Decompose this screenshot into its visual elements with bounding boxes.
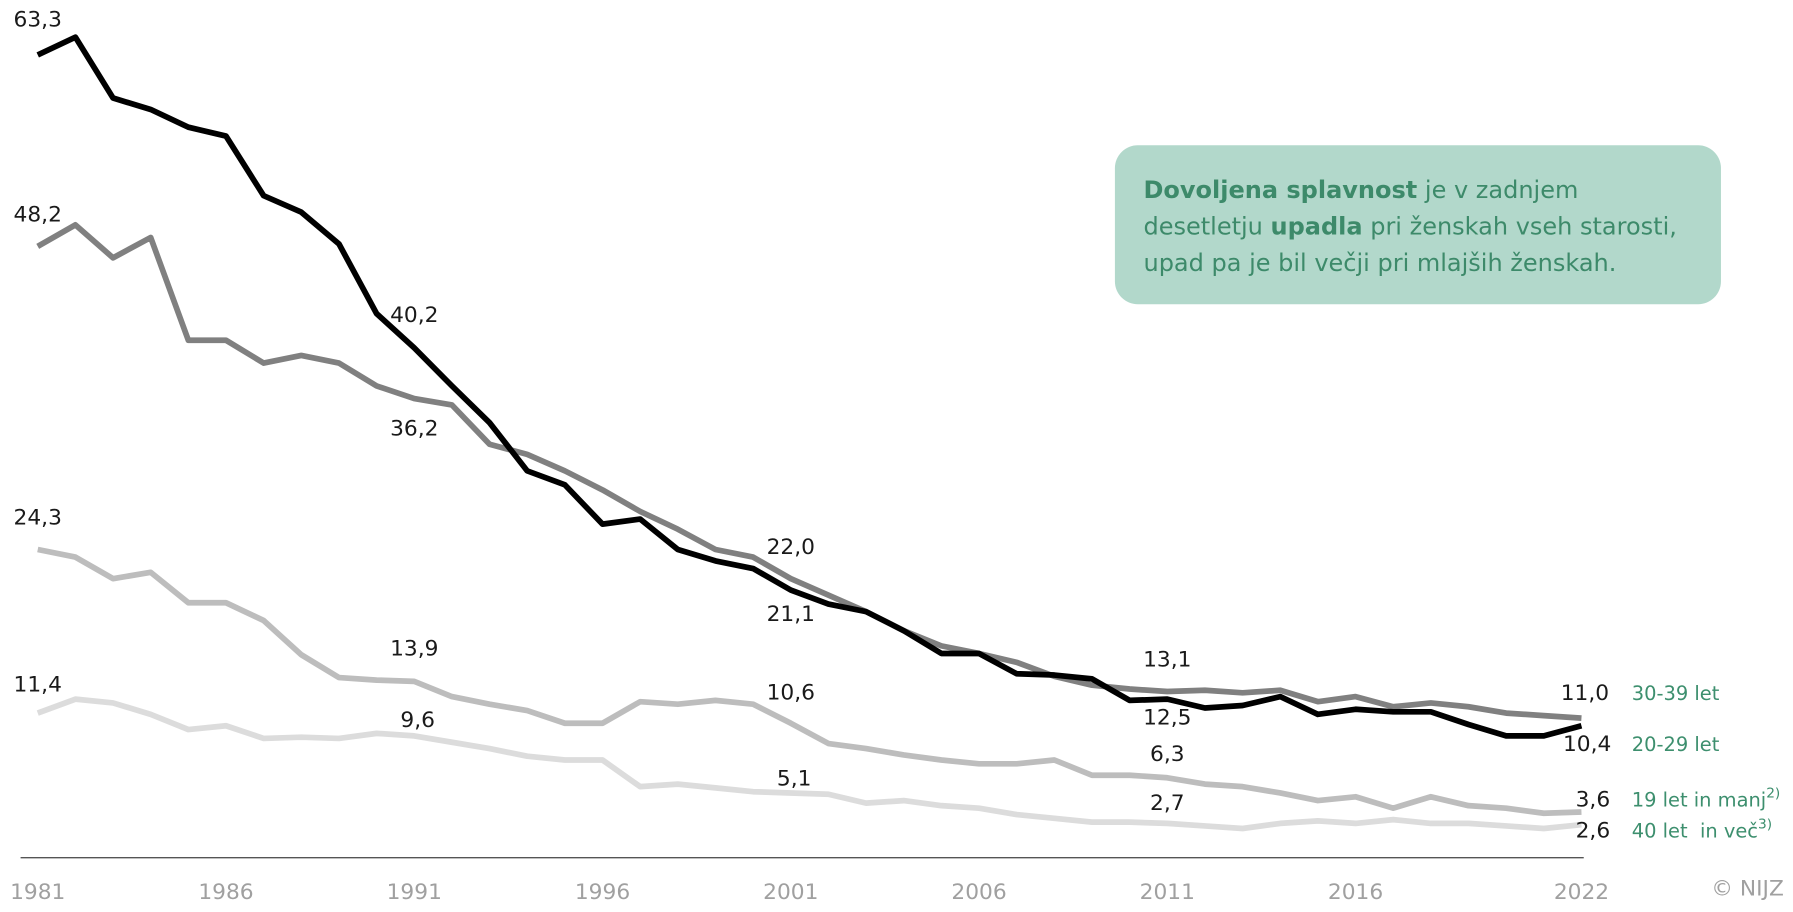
legend-name: 40 let in več — [1632, 819, 1758, 842]
data-label: 63,3 — [14, 8, 62, 33]
data-label: 5,1 — [777, 766, 812, 791]
data-label: 9,6 — [400, 708, 435, 733]
x-tick-label: 2016 — [1328, 880, 1383, 905]
data-label: 40,2 — [390, 303, 438, 328]
x-tick-label: 1991 — [387, 880, 442, 905]
x-tick-label: 2001 — [763, 880, 818, 905]
annotation-text: upad pa je bil večji pri mlajših ženskah… — [1143, 249, 1616, 277]
legend-name: 30-39 let — [1632, 682, 1720, 705]
data-label: 36,2 — [390, 416, 438, 441]
series-line — [36, 34, 1583, 739]
legend-label: 40 let in več3) — [1632, 817, 1772, 842]
series-line — [37, 546, 1582, 817]
data-label: 10,4 — [1563, 732, 1611, 757]
x-tick-label: 2022 — [1554, 880, 1609, 905]
data-label: 2,7 — [1150, 791, 1185, 816]
x-tick-label: 2011 — [1140, 880, 1195, 905]
annotation-line: upad pa je bil večji pri mlajših ženskah… — [1143, 249, 1616, 277]
legend-label: 19 let in manj2) — [1632, 786, 1781, 811]
legend-name: 20-29 let — [1632, 733, 1720, 756]
x-tick-label: 1996 — [575, 880, 630, 905]
data-label: 6,3 — [1150, 742, 1185, 767]
data-label: 13,1 — [1143, 648, 1191, 673]
annotation-line: Dovoljena splavnost je v zadnjem — [1143, 176, 1578, 204]
data-label: 48,2 — [14, 203, 62, 228]
data-label: 11,4 — [14, 673, 62, 698]
legend-label: 30-39 let — [1632, 682, 1720, 705]
data-label: 3,6 — [1576, 788, 1611, 813]
annotation-text: upadla — [1271, 213, 1363, 241]
data-label: 10,6 — [767, 681, 815, 706]
data-label: 21,1 — [767, 602, 815, 627]
x-tick-label: 1981 — [10, 880, 65, 905]
annotation-text: je v zadnjem — [1417, 176, 1578, 204]
data-label: 13,9 — [390, 636, 438, 661]
annotation-text: Dovoljena splavnost — [1143, 176, 1417, 204]
data-label: 12,5 — [1143, 706, 1191, 731]
data-label: 22,0 — [767, 535, 815, 560]
annotation-box — [1114, 145, 1721, 305]
legend-name: 19 let in manj — [1632, 788, 1766, 811]
annotation-text: desetletju — [1143, 213, 1270, 241]
data-label: 11,0 — [1561, 681, 1609, 706]
x-tick-label: 1986 — [198, 880, 253, 905]
annotation-text: pri ženskah vseh starosti, — [1363, 213, 1677, 241]
series-line — [36, 221, 1582, 722]
data-label: 24,3 — [14, 506, 62, 531]
legend-label: 20-29 let — [1632, 733, 1720, 756]
data-label: 2,6 — [1576, 819, 1611, 844]
series-line — [36, 696, 1582, 832]
legend-note: 3) — [1758, 817, 1772, 833]
annotation-line: desetletju upadla pri ženskah vseh staro… — [1143, 213, 1676, 241]
source: © NIJZ — [1711, 877, 1784, 902]
legend-note: 2) — [1766, 786, 1780, 802]
x-tick-label: 2006 — [951, 880, 1006, 905]
